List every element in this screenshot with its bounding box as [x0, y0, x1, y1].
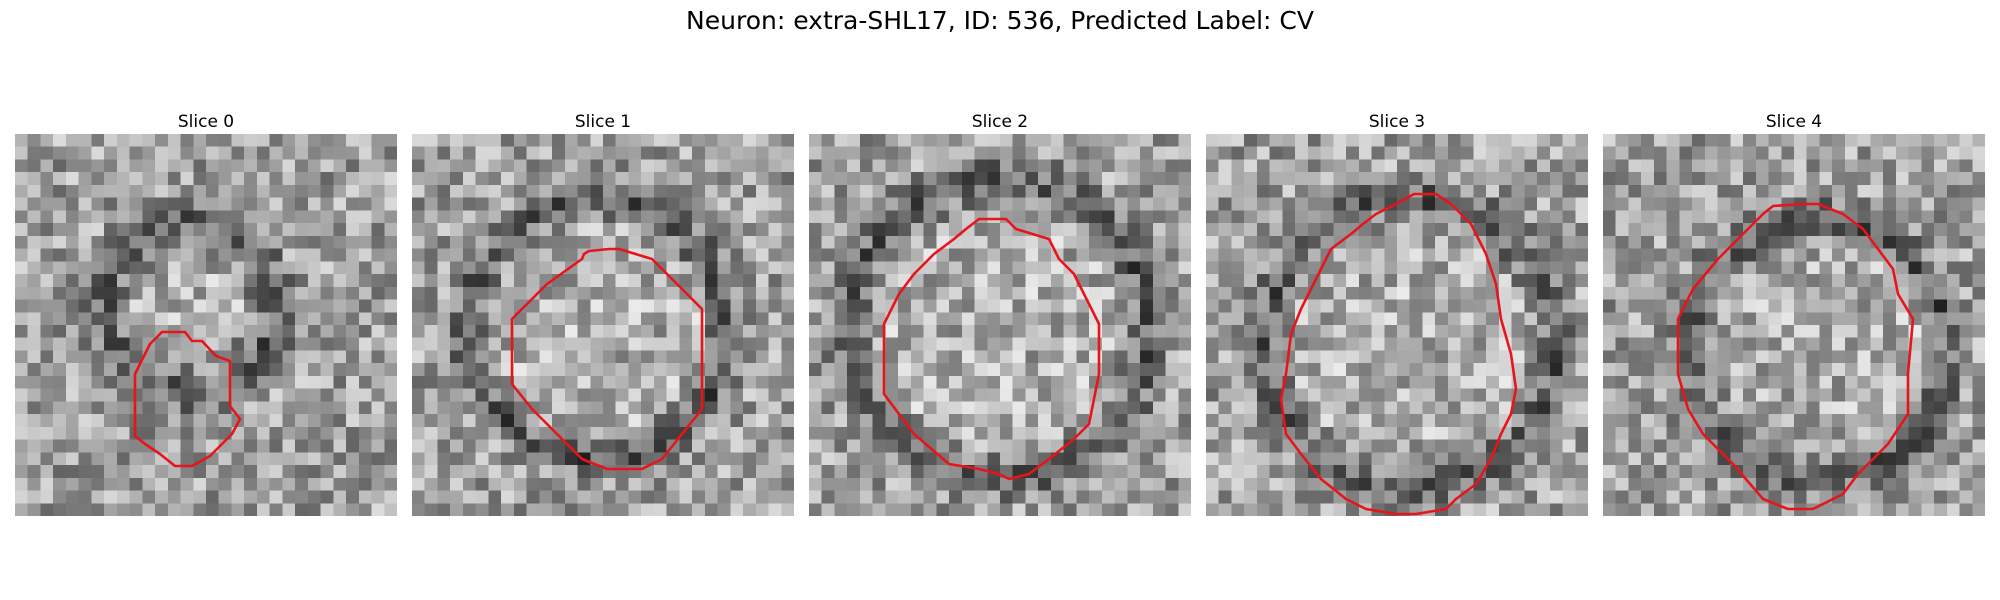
- slice-panel-3: Slice 3: [1206, 110, 1588, 516]
- slice-title: Slice 0: [15, 110, 397, 134]
- micrograph-pixels: [1206, 134, 1588, 516]
- slice-title: Slice 1: [412, 110, 794, 134]
- slice-panel-2: Slice 2: [809, 110, 1191, 516]
- slice-panel-4: Slice 4: [1603, 110, 1985, 516]
- slice-title: Slice 2: [809, 110, 1191, 134]
- slice-image: [1603, 134, 1985, 516]
- slice-image: [15, 134, 397, 516]
- micrograph-pixels: [412, 134, 794, 516]
- slice-panel-0: Slice 0: [15, 110, 397, 516]
- slice-image: [809, 134, 1191, 516]
- micrograph-pixels: [1603, 134, 1985, 516]
- slice-title: Slice 4: [1603, 110, 1985, 134]
- slice-title: Slice 3: [1206, 110, 1588, 134]
- figure-title: Neuron: extra-SHL17, ID: 536, Predicted …: [0, 6, 2000, 35]
- slice-panel-1: Slice 1: [412, 110, 794, 516]
- slice-image: [412, 134, 794, 516]
- micrograph-pixels: [809, 134, 1191, 516]
- slice-image: [1206, 134, 1588, 516]
